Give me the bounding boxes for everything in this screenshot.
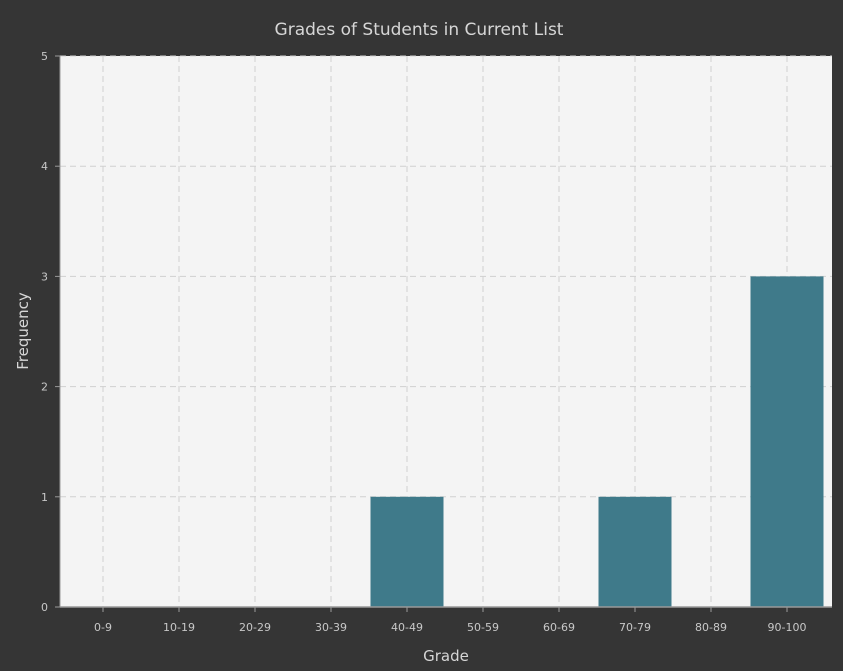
y-tick-label: 0: [41, 601, 48, 614]
y-tick-label: 1: [41, 491, 48, 504]
x-tick-label: 10-19: [163, 621, 195, 634]
bar-70-79: [598, 496, 672, 607]
bar-90-100: [750, 276, 824, 607]
x-tick-label: 70-79: [619, 621, 651, 634]
x-tick-label: 0-9: [94, 621, 112, 634]
x-tick-label: 80-89: [695, 621, 727, 634]
bar-40-49: [370, 496, 444, 607]
x-tick-label: 50-59: [467, 621, 499, 634]
x-axis-label: Grade: [423, 647, 469, 665]
bars: [370, 276, 824, 607]
y-tick-label: 5: [41, 50, 48, 63]
chart-title: Grades of Students in Current List: [275, 20, 564, 40]
y-ticks: 0 1 2 3 4 5: [41, 50, 60, 614]
x-ticks: 0-9 10-19 20-29 30-39 40-49 50-59 60-69 70-79 80…: [94, 607, 806, 634]
plot-area: [60, 56, 832, 607]
y-tick-label: 2: [41, 381, 48, 394]
x-tick-label: 40-49: [391, 621, 423, 634]
x-tick-label: 30-39: [315, 621, 347, 634]
x-tick-label: 20-29: [239, 621, 271, 634]
y-tick-label: 4: [41, 160, 48, 173]
y-axis-label: Frequency: [14, 292, 32, 370]
x-tick-label: 60-69: [543, 621, 575, 634]
y-tick-label: 3: [41, 270, 48, 283]
x-tick-label: 90-100: [768, 621, 807, 634]
